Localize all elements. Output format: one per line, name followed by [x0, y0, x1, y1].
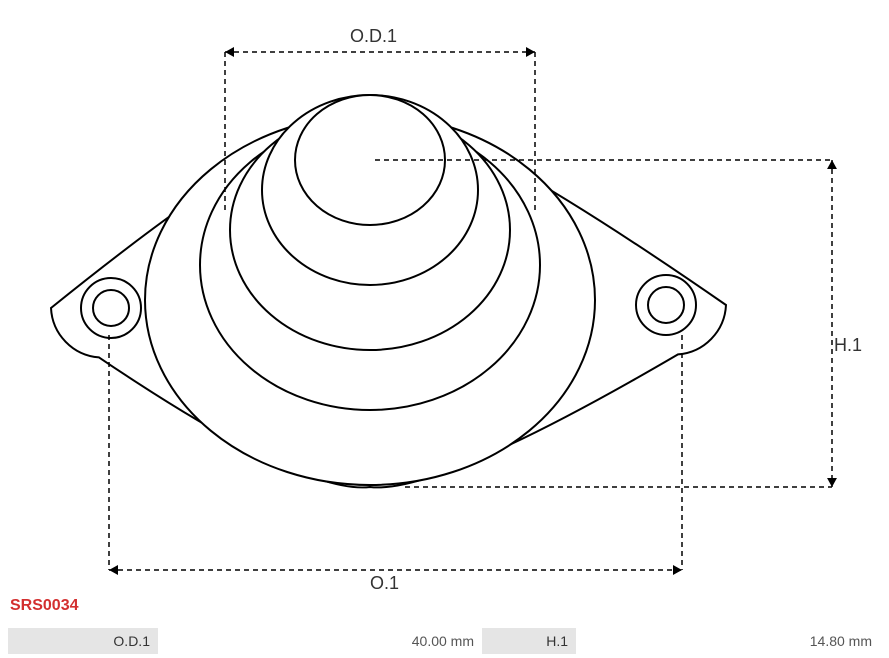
table-header-od1: O.D.1: [8, 628, 158, 654]
dimension-label-o1: O.1: [370, 573, 399, 594]
technical-drawing: [0, 0, 889, 600]
table-value-h1: 14.80 mm: [576, 628, 880, 654]
dimensions-table: O.D.1 40.00 mm H.1 14.80 mm: [8, 628, 882, 654]
table-value-od1: 40.00 mm: [158, 628, 482, 654]
part-number: SRS0034: [10, 597, 79, 615]
dimension-label-h1: H.1: [834, 335, 862, 356]
dimension-label-od1: O.D.1: [350, 26, 397, 47]
table-header-h1: H.1: [482, 628, 576, 654]
